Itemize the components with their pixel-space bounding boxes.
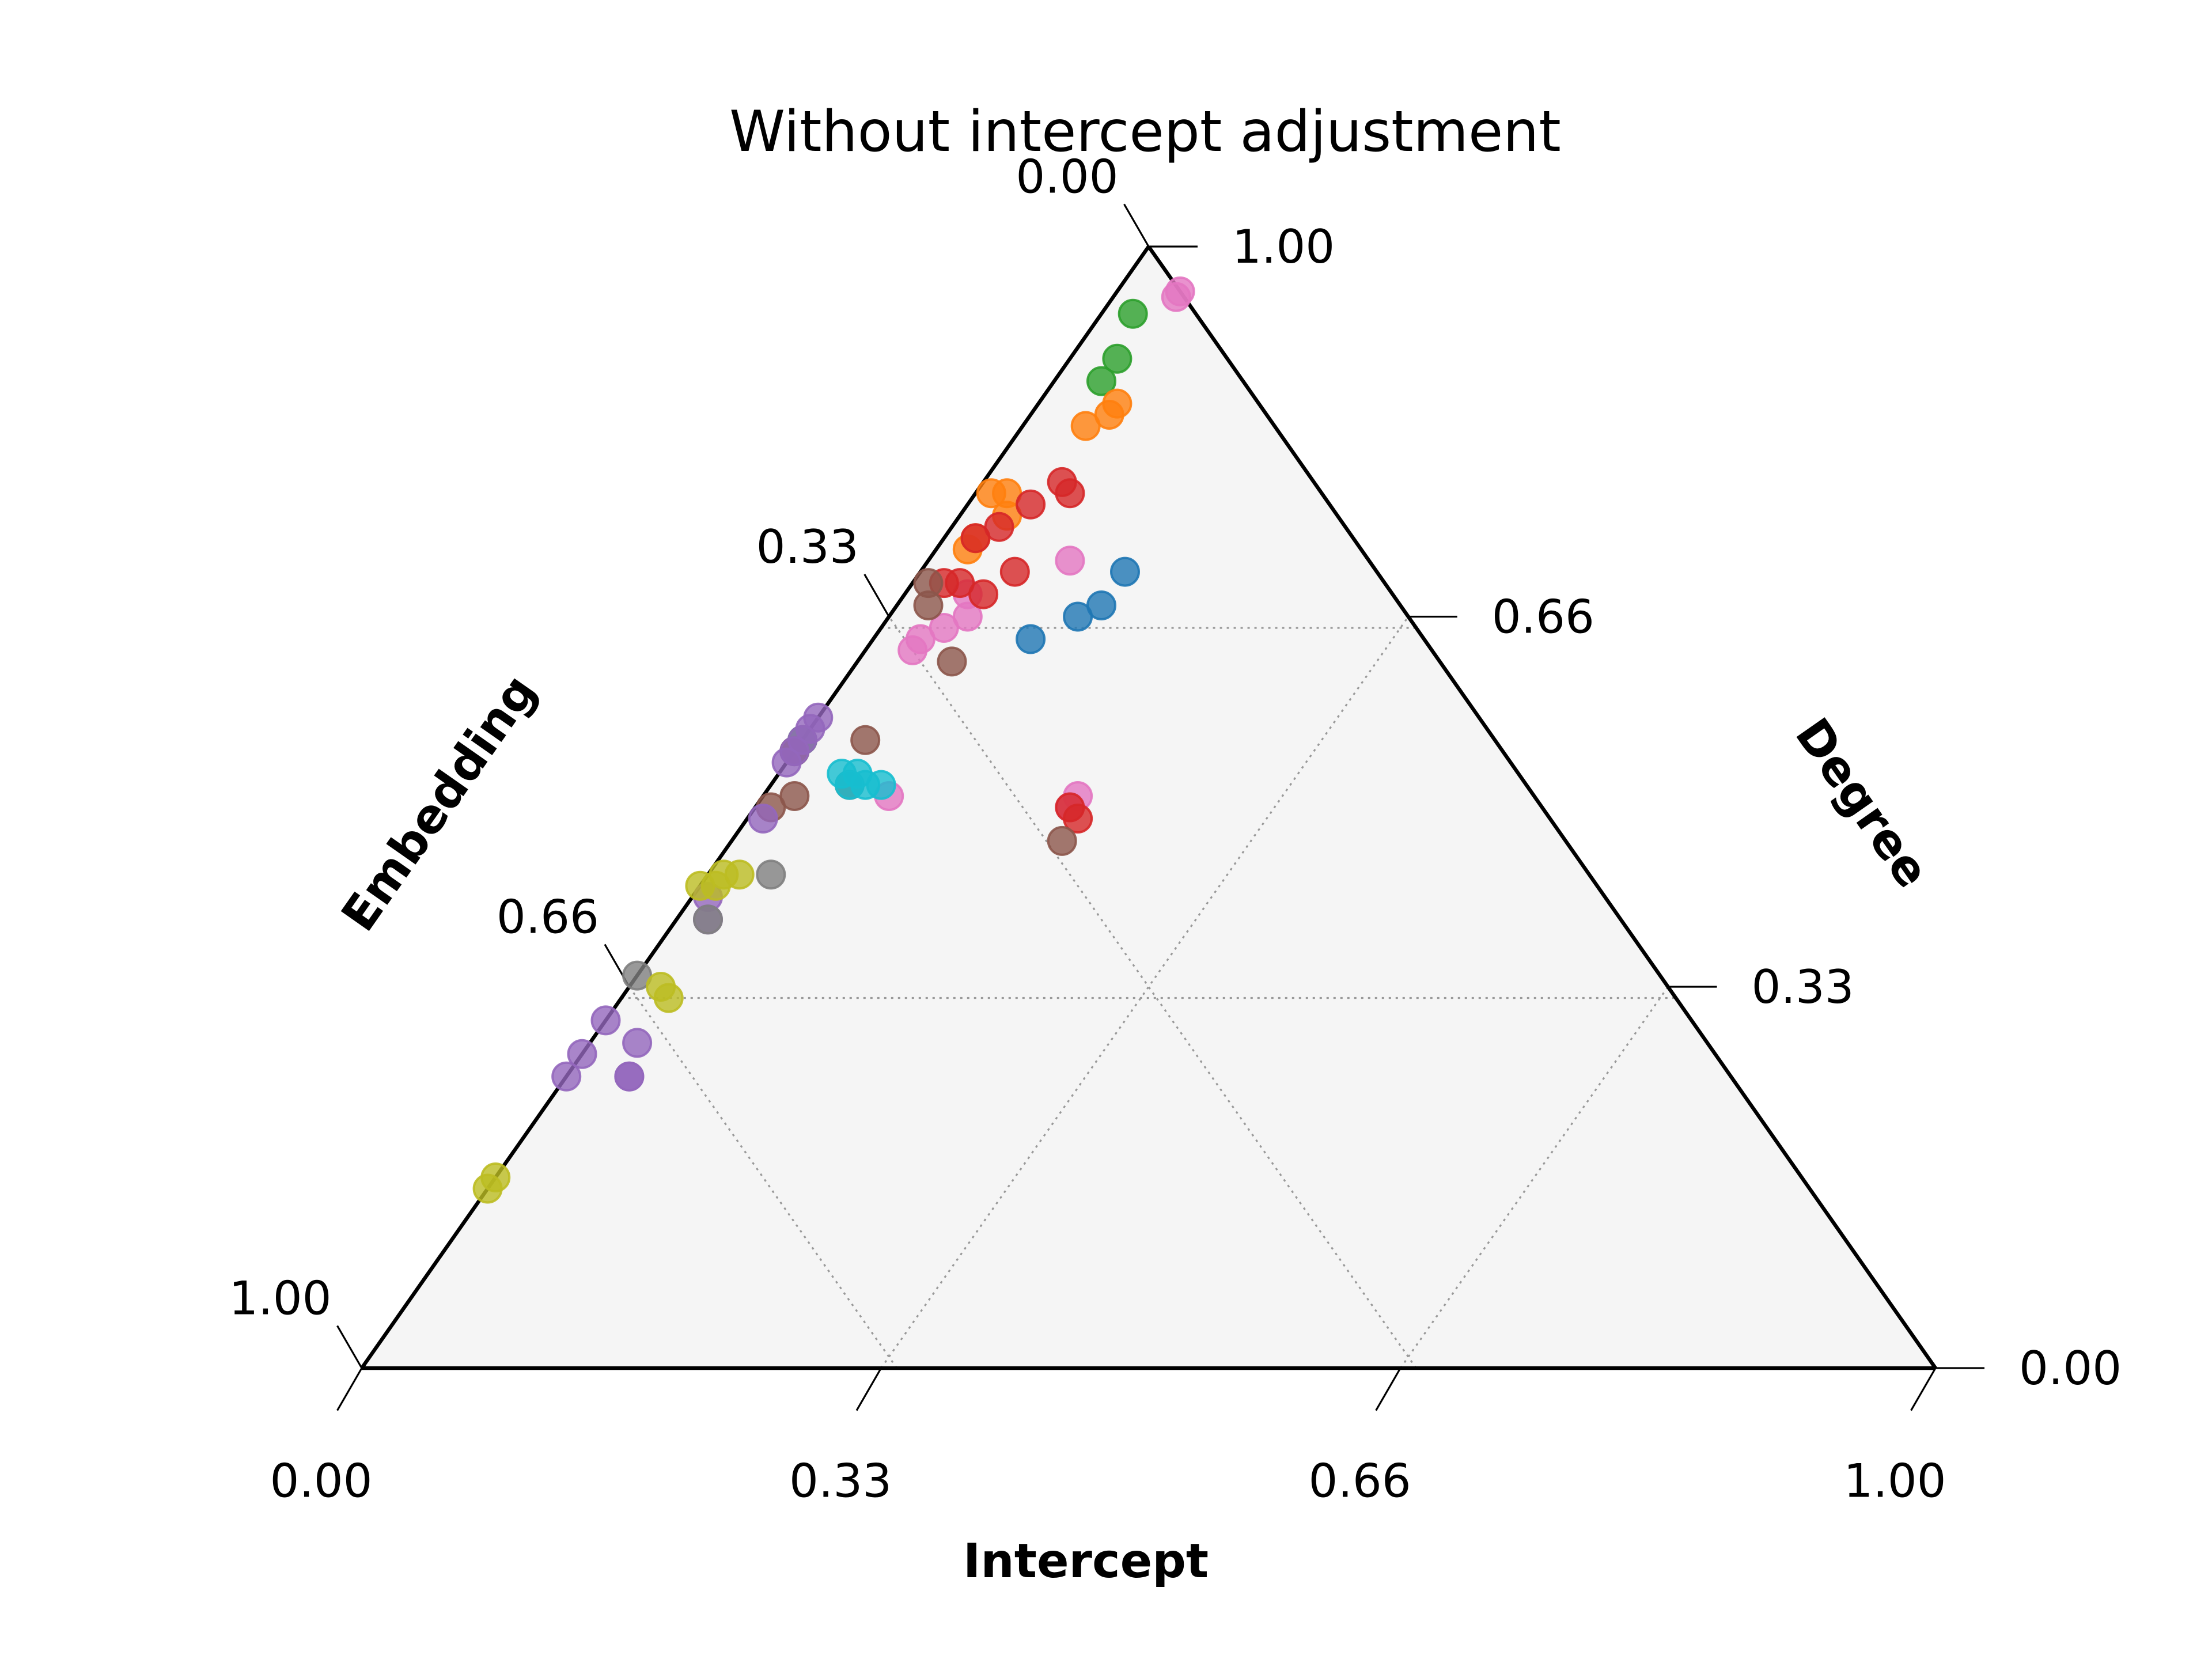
data-points [472,276,1195,1204]
tick-label-left-0: 0.00 [1016,150,1118,203]
grid-embedding-1 [628,986,898,1369]
ticks [336,203,1984,1411]
tick-label-right-3: 0.00 [2019,1342,2122,1395]
data-point [756,859,786,890]
data-point [622,1028,653,1058]
tick-left-3 [336,1325,363,1369]
data-point [834,770,865,800]
data-point [1016,489,1046,520]
grid-intercept-1 [1399,986,1669,1369]
data-point [693,904,723,935]
data-point [771,747,802,778]
data-point [567,1039,597,1069]
tick-label-bottom-0: 0.00 [270,1455,372,1508]
data-point [1070,411,1101,441]
data-point [614,1061,645,1092]
tick-left-0 [1123,203,1150,247]
tick-bottom-0 [336,1368,363,1411]
series-9 [472,859,755,1204]
data-point [1055,546,1085,576]
tick-label-left-2: 0.66 [497,890,599,944]
data-point [1110,556,1140,587]
tick-bottom-1 [855,1368,882,1411]
right-axis-label: Degree [1785,709,1940,897]
data-point [850,725,881,755]
bottom-axis-label: Intercept [963,1534,1209,1589]
data-point [913,590,944,620]
tick-left-1 [863,574,890,618]
data-point [590,1005,621,1036]
tick-label-bottom-3: 1.00 [1843,1455,1946,1508]
data-point [748,804,778,834]
data-point [1086,366,1116,396]
series-6 [827,759,896,800]
grid-embedding-0 [888,616,1417,1369]
data-point [472,1173,503,1204]
data-point [1047,467,1077,497]
tick-label-left-1: 0.33 [756,520,859,574]
tick-label-right-1: 0.66 [1492,590,1594,644]
tick-bottom-3 [1910,1368,1937,1411]
data-point [551,1061,582,1092]
data-point [960,523,991,554]
series-7 [551,702,834,1092]
tick-label-right-0: 1.00 [1232,220,1335,274]
tick-bottom-2 [1375,1368,1402,1411]
chart-title: Without intercept adjustment [729,99,1561,165]
data-point [952,601,983,632]
data-point [866,770,896,800]
grid-intercept-0 [880,616,1410,1369]
right-edge [1147,245,1937,1369]
series-4 [1016,556,1140,654]
data-point [1016,624,1046,654]
data-point [937,646,967,677]
data-point [685,870,715,901]
tick-label-right-2: 0.33 [1752,960,1854,1014]
plot-background [362,247,1936,1368]
data-point [1063,601,1093,632]
tick-labels: 0.00 0.33 0.66 1.00 0.00 0.33 0.66 1.00 1.00 0.66… [229,150,2122,1508]
data-point [1055,792,1085,823]
data-point [1047,825,1077,856]
tick-label-bottom-1: 0.33 [789,1455,892,1508]
grid-lines [621,616,1676,1369]
data-point [1102,343,1132,374]
tick-label-left-3: 1.00 [229,1271,331,1325]
data-point [999,556,1030,587]
tick-label-bottom-2: 0.66 [1309,1455,1411,1508]
data-point [1161,282,1191,312]
data-point [1118,298,1148,329]
series-8 [622,859,786,991]
data-point [968,579,999,609]
data-point [653,983,684,1013]
